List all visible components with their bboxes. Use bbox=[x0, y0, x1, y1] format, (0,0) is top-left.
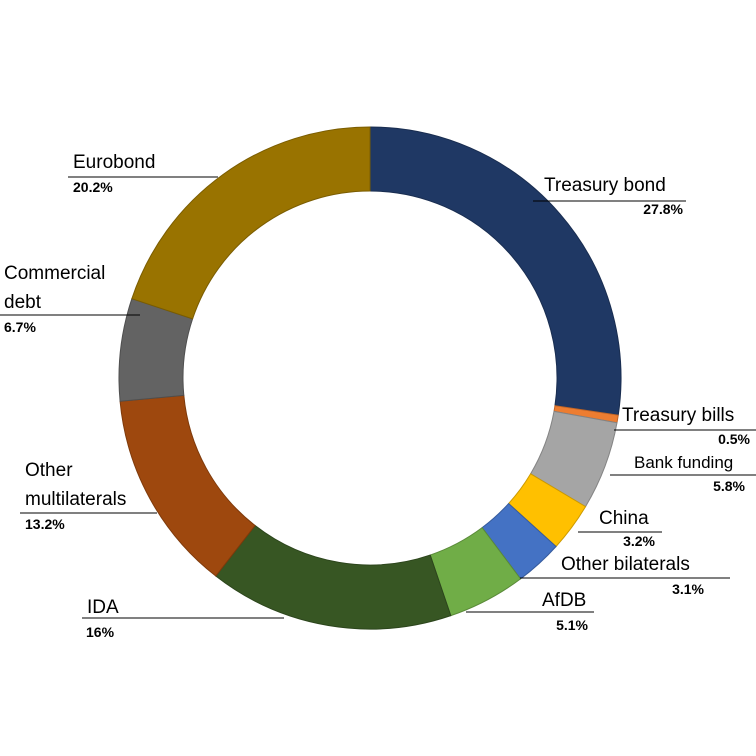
donut-slices bbox=[118, 126, 622, 630]
value-label-commercial-debt: 6.7% bbox=[4, 319, 36, 335]
value-label-bank-funding: 5.8% bbox=[713, 478, 745, 494]
label-treasury-bills: Treasury bills bbox=[622, 405, 734, 426]
slice-other-multilaterals bbox=[119, 394, 256, 577]
label-commercial-debt: Commercial debt bbox=[4, 263, 105, 313]
label-bank-funding: Bank funding bbox=[634, 453, 733, 472]
value-label-eurobond: 20.2% bbox=[73, 179, 113, 195]
label-eurobond: Eurobond bbox=[73, 152, 155, 173]
value-label-china: 3.2% bbox=[623, 533, 655, 549]
label-afdb: AfDB bbox=[542, 590, 586, 611]
slice-labels: Treasury bond 27.8% Treasury bills 0.5% Bank… bbox=[0, 152, 756, 640]
slice-treasury-bond bbox=[369, 126, 622, 416]
label-ida: IDA bbox=[87, 597, 119, 618]
label-treasury-bond: Treasury bond bbox=[544, 175, 666, 196]
slice-eurobond bbox=[131, 126, 371, 320]
value-label-ida: 16% bbox=[86, 624, 115, 640]
value-label-treasury-bond: 27.8% bbox=[643, 201, 683, 217]
slice-ida bbox=[215, 524, 452, 630]
value-label-treasury-bills: 0.5% bbox=[718, 431, 750, 447]
label-other-multilaterals: Other multilaterals bbox=[25, 460, 126, 510]
value-label-other-bilaterals: 3.1% bbox=[672, 581, 704, 597]
value-label-afdb: 5.1% bbox=[556, 617, 588, 633]
label-other-bilaterals: Other bilaterals bbox=[561, 554, 690, 575]
value-label-other-multilaterals: 13.2% bbox=[25, 516, 65, 532]
label-china: China bbox=[599, 508, 649, 529]
